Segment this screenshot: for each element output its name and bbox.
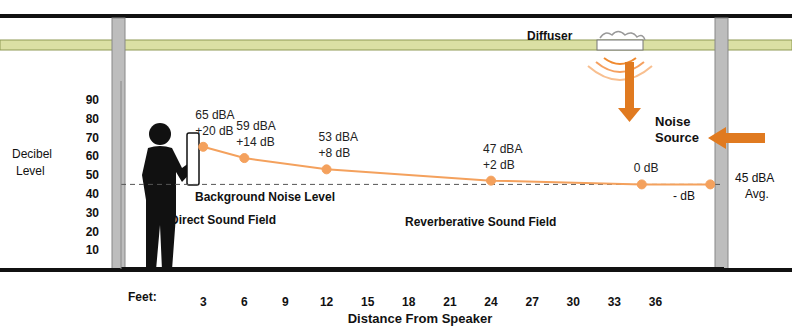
svg-text:10: 10 <box>86 243 100 257</box>
svg-text:45 dBA: 45 dBA <box>735 171 774 185</box>
svg-text:+2 dB: +2 dB <box>483 158 515 172</box>
svg-text:30: 30 <box>86 206 100 220</box>
svg-text:90: 90 <box>86 93 100 107</box>
svg-text:Diffuser: Diffuser <box>527 29 573 43</box>
svg-text:12: 12 <box>320 295 334 309</box>
svg-text:70: 70 <box>86 131 100 145</box>
svg-text:40: 40 <box>86 187 100 201</box>
svg-text:65 dBA: 65 dBA <box>195 108 234 122</box>
svg-text:27: 27 <box>525 295 539 309</box>
svg-text:50: 50 <box>86 168 100 182</box>
svg-text:Source: Source <box>655 130 699 145</box>
svg-text:6: 6 <box>241 295 248 309</box>
svg-text:47 dBA: 47 dBA <box>483 142 522 156</box>
svg-text:Noise: Noise <box>655 114 690 129</box>
svg-text:Reverberative Sound Field: Reverberative Sound Field <box>405 215 556 229</box>
svg-text:Background Noise Level: Background Noise Level <box>195 190 335 204</box>
svg-text:Avg.: Avg. <box>745 187 769 201</box>
svg-text:Feet:: Feet: <box>128 290 157 304</box>
svg-text:Distance From Speaker: Distance From Speaker <box>348 311 493 326</box>
svg-text:18: 18 <box>402 295 416 309</box>
svg-text:Direct Sound Field: Direct Sound Field <box>170 213 276 227</box>
svg-text:15: 15 <box>361 295 375 309</box>
svg-text:- dB: - dB <box>673 189 695 203</box>
svg-text:0 dB: 0 dB <box>634 161 659 175</box>
svg-text:Level: Level <box>16 164 45 178</box>
svg-text:20: 20 <box>86 225 100 239</box>
svg-text:30: 30 <box>567 295 581 309</box>
svg-text:24: 24 <box>484 295 498 309</box>
svg-text:36: 36 <box>649 295 663 309</box>
svg-text:3: 3 <box>200 295 207 309</box>
svg-text:+14 dB: +14 dB <box>236 135 274 149</box>
svg-text:+20 dB: +20 dB <box>195 124 233 138</box>
svg-text:33: 33 <box>608 295 622 309</box>
svg-text:53 dBA: 53 dBA <box>319 130 358 144</box>
svg-text:60: 60 <box>86 149 100 163</box>
svg-text:21: 21 <box>443 295 457 309</box>
svg-text:+8 dB: +8 dB <box>319 146 351 160</box>
svg-text:80: 80 <box>86 112 100 126</box>
svg-text:59 dBA: 59 dBA <box>236 119 275 133</box>
svg-text:Decibel: Decibel <box>12 147 52 161</box>
svg-text:9: 9 <box>282 295 289 309</box>
